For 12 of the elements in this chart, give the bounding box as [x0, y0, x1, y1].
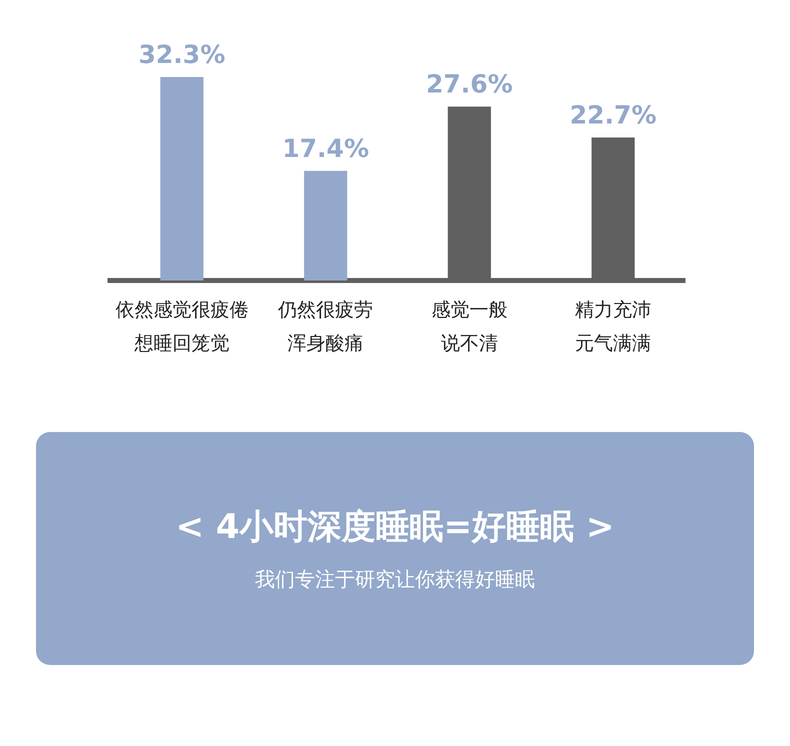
text: 我们专注于研究让你获得好睡眠 [254, 566, 536, 593]
x-tick-label: 精力充沛元气满满 [575, 299, 652, 354]
x-tick-label: 依然感觉很疲倦想睡回笼觉 [115, 299, 248, 354]
x-tick-label: 感觉一般说不清 [431, 299, 508, 354]
data-label: 32.3% [138, 40, 226, 70]
bar [304, 170, 348, 280]
data-label: 22.7% [570, 100, 656, 130]
x-tick-label: 仍然很疲劳浑身酸痛 [277, 299, 374, 354]
text: < 4小时深度睡眠=好睡眠 > [174, 506, 616, 549]
bar [160, 77, 204, 280]
data-label: 27.6% [426, 70, 513, 99]
data-label: 17.4% [282, 134, 369, 163]
